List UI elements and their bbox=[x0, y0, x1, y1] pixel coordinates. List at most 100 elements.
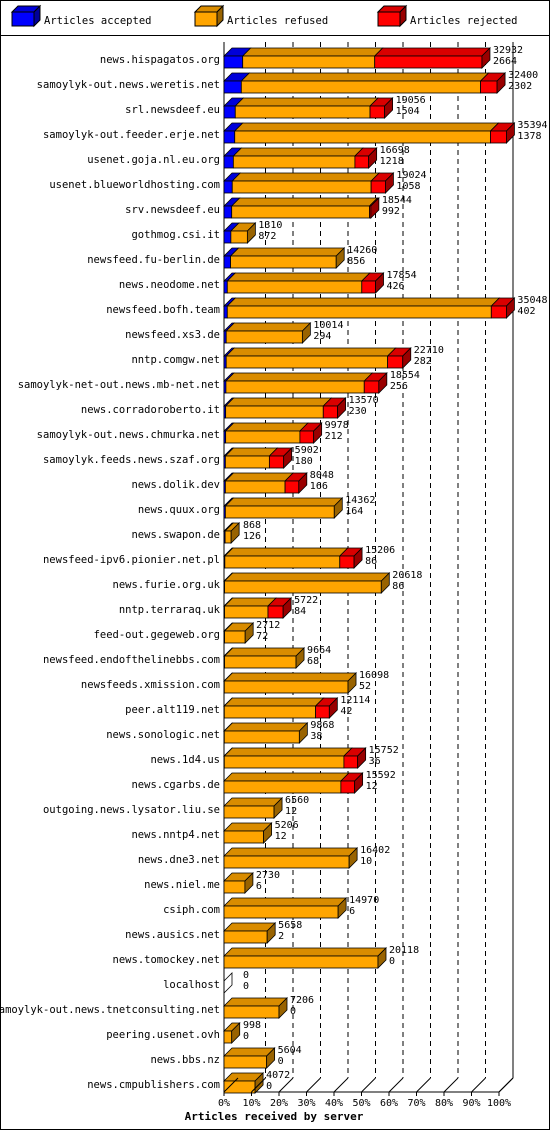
bar-top-1-15 bbox=[226, 423, 308, 431]
x-tick-label-60: 60% bbox=[380, 1098, 398, 1109]
bar-segment-accepted-4 bbox=[224, 156, 233, 168]
bar-row-40 bbox=[224, 1048, 275, 1068]
value-accepted-30: 12 bbox=[285, 806, 297, 817]
bar-segment-refused-35 bbox=[224, 931, 267, 943]
x-tick-label-70: 70% bbox=[407, 1098, 425, 1109]
bar-row-31 bbox=[224, 823, 272, 843]
value-total-41: 4072 bbox=[266, 1070, 290, 1081]
value-total-2: 19056 bbox=[396, 95, 426, 106]
bar-segment-refused-21 bbox=[225, 581, 382, 593]
category-label-8: newsfeed.fu-berlin.de bbox=[87, 254, 220, 266]
value-total-5: 19024 bbox=[396, 170, 426, 181]
category-label-1: samoylyk-out.news.weretis.net bbox=[37, 79, 220, 91]
value-accepted-36: 0 bbox=[389, 956, 395, 967]
bar-top-1-11 bbox=[226, 323, 310, 331]
value-accepted-35: 2 bbox=[278, 931, 284, 942]
category-label-5: usenet.blueworldhosting.com bbox=[49, 179, 220, 191]
value-total-13: 18554 bbox=[390, 370, 420, 381]
x-tick-label-0: 0% bbox=[218, 1098, 230, 1109]
value-accepted-29: 12 bbox=[366, 781, 378, 792]
bar-top-1-14 bbox=[226, 398, 332, 406]
value-accepted-4: 1218 bbox=[380, 156, 404, 167]
bar-row-5 bbox=[224, 173, 393, 193]
x-tick-label-90: 90% bbox=[462, 1098, 480, 1109]
value-total-26: 12114 bbox=[340, 695, 370, 706]
bar-row-11 bbox=[224, 323, 310, 343]
value-total-10: 35048 bbox=[517, 295, 547, 306]
value-total-1: 32400 bbox=[508, 70, 538, 81]
bar-row-3 bbox=[224, 123, 514, 143]
value-total-22: 5722 bbox=[294, 595, 318, 606]
bar-top-1-30 bbox=[224, 798, 282, 806]
bar-segment-accepted-10 bbox=[224, 306, 227, 318]
bar-segment-refused-22 bbox=[225, 606, 268, 618]
category-label-24: newsfeed.endofthelinebbs.com bbox=[43, 654, 220, 666]
bar-segment-refused-32 bbox=[224, 856, 349, 868]
bar-segment-refused-19 bbox=[225, 531, 231, 543]
value-total-8: 14260 bbox=[347, 245, 377, 256]
bar-row-25 bbox=[224, 673, 356, 693]
value-accepted-13: 256 bbox=[390, 381, 408, 392]
bar-top-1-2 bbox=[235, 98, 378, 106]
value-total-9: 17854 bbox=[387, 270, 417, 281]
bar-row-16 bbox=[224, 448, 292, 468]
value-total-29: 15592 bbox=[366, 770, 396, 781]
bar-row-20 bbox=[224, 548, 362, 568]
value-total-24: 9664 bbox=[307, 645, 331, 656]
bar-segment-accepted-1 bbox=[224, 81, 241, 93]
bar-top-1-18 bbox=[225, 498, 342, 506]
value-accepted-38: 0 bbox=[290, 1006, 296, 1017]
bar-row-17 bbox=[224, 473, 307, 493]
bar-top-1-35 bbox=[224, 923, 275, 931]
bar-segment-refused-18 bbox=[225, 506, 334, 518]
bar-top-1-28 bbox=[224, 748, 352, 756]
bar-row-41 bbox=[224, 1073, 263, 1093]
value-accepted-32: 10 bbox=[360, 856, 372, 867]
category-label-36: news.tomockey.net bbox=[113, 954, 220, 966]
value-total-31: 5206 bbox=[275, 820, 299, 831]
value-accepted-10: 402 bbox=[517, 306, 535, 317]
bar-segment-refused-40 bbox=[224, 1056, 267, 1068]
category-label-28: news.1d4.us bbox=[150, 754, 220, 766]
value-total-4: 16698 bbox=[380, 145, 410, 156]
bar-segment-rejected-1 bbox=[481, 81, 498, 93]
bar-segment-refused-4 bbox=[233, 156, 355, 168]
bar-top-1-12 bbox=[226, 348, 395, 356]
bar-segment-refused-15 bbox=[226, 431, 300, 443]
value-total-6: 18544 bbox=[382, 195, 412, 206]
bar-top-1-9 bbox=[227, 273, 369, 281]
bar-segment-refused-2 bbox=[235, 106, 370, 118]
bar-segment-refused-25 bbox=[224, 681, 348, 693]
bar-top-1-40 bbox=[224, 1048, 275, 1056]
value-accepted-14: 230 bbox=[349, 406, 367, 417]
category-label-15: samoylyk-out.news.chmurka.net bbox=[37, 429, 220, 441]
value-accepted-1: 2302 bbox=[508, 81, 532, 92]
value-accepted-0: 2664 bbox=[493, 56, 517, 67]
bar-segment-rejected-9 bbox=[362, 281, 376, 293]
bar-segment-refused-10 bbox=[227, 306, 491, 318]
value-total-23: 2712 bbox=[256, 620, 280, 631]
value-accepted-25: 52 bbox=[359, 681, 371, 692]
value-accepted-22: 84 bbox=[294, 606, 306, 617]
value-accepted-23: 72 bbox=[256, 631, 268, 642]
category-label-23: feed-out.gegeweb.org bbox=[94, 629, 220, 641]
category-label-16: samoylyk.feeds.news.szaf.org bbox=[43, 454, 220, 466]
bar-segment-rejected-22 bbox=[268, 606, 283, 618]
x-tick-label-40: 40% bbox=[325, 1098, 343, 1109]
bar-segment-accepted-7 bbox=[224, 231, 231, 243]
bar-row-24 bbox=[224, 648, 304, 668]
category-label-25: newsfeeds.xmission.com bbox=[81, 679, 220, 691]
value-total-34: 14970 bbox=[349, 895, 379, 906]
category-label-32: news.dne3.net bbox=[138, 854, 220, 866]
bar-segment-rejected-14 bbox=[323, 406, 337, 418]
value-accepted-18: 164 bbox=[345, 506, 363, 517]
bar-segment-refused-27 bbox=[224, 731, 299, 743]
bar-segment-accepted-2 bbox=[224, 106, 235, 118]
bar-segment-rejected-15 bbox=[300, 431, 314, 443]
value-total-33: 2730 bbox=[256, 870, 280, 881]
bar-row-15 bbox=[224, 423, 322, 443]
value-total-36: 20118 bbox=[389, 945, 419, 956]
value-total-32: 16402 bbox=[360, 845, 390, 856]
value-total-11: 10014 bbox=[313, 320, 343, 331]
bar-top-1-26 bbox=[224, 698, 323, 706]
